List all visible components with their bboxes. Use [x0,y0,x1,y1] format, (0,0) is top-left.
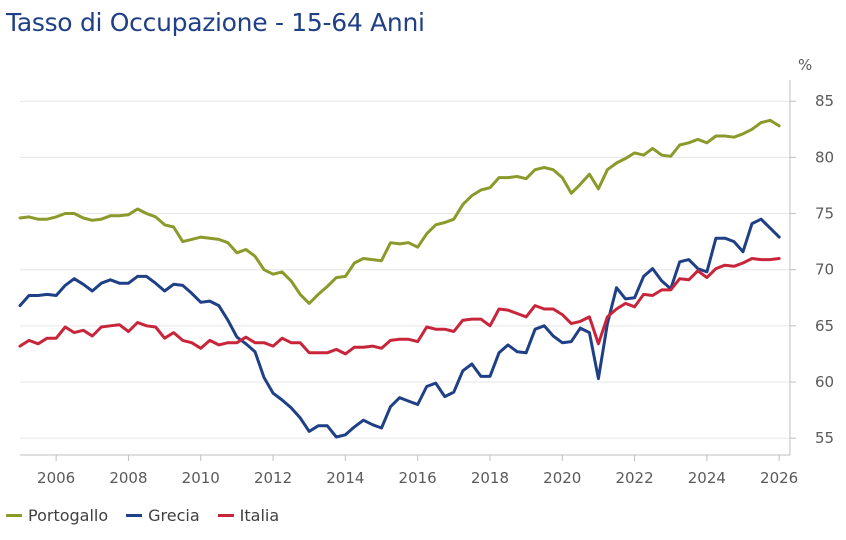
series-line-grecia [18,217,781,439]
y-tick-label-60: 60 [815,373,834,391]
y-axis-unit-label: % [798,56,812,74]
y-tick-label-85: 85 [815,92,834,110]
x-tick-label-2012: 2012 [254,469,292,487]
chart-title: Tasso di Occupazione - 15-64 Anni [6,8,425,37]
x-tick-label-2020: 2020 [543,469,581,487]
y-axis: 55 60 65 70 75 80 85 [789,80,834,455]
legend-label-italia: Italia [239,506,280,525]
series-lines [18,118,781,439]
x-tick-label-2018: 2018 [471,469,509,487]
x-tick-label-2010: 2010 [182,469,220,487]
legend-label-portogallo: Portogallo [28,506,109,525]
legend-label-grecia: Grecia [148,506,200,525]
x-tick-label-2024: 2024 [688,469,726,487]
y-tick-label-80: 80 [815,148,834,166]
y-tick-label-55: 55 [815,429,834,447]
x-tick-label-2014: 2014 [326,469,364,487]
x-tick-label-2006: 2006 [37,469,75,487]
x-tick-label-2016: 2016 [399,469,437,487]
series-line-italia [18,257,781,356]
x-tick-label-2022: 2022 [615,469,653,487]
legend-swatch-italia [217,514,234,517]
legend-swatch-grecia [126,514,143,517]
series-line-portogallo [18,118,781,305]
y-tick-label-65: 65 [815,317,834,335]
y-tick-label-75: 75 [815,205,834,223]
legend-swatch-portogallo [6,514,22,517]
x-tick-label-2026: 2026 [760,469,798,487]
legend-item-portogallo: Portogallo [6,506,108,525]
legend: Portogallo Grecia Italia [6,506,297,525]
x-axis: 2006 2008 2010 2012 2014 2016 2018 2020 2022 2024… [20,454,798,487]
line-chart: 2006 2008 2010 2012 2014 2016 2018 2020 2022 2024… [18,56,834,487]
x-tick-label-2008: 2008 [109,469,147,487]
legend-item-grecia: Grecia [126,506,200,525]
legend-item-italia: Italia [217,506,280,525]
y-tick-label-70: 70 [815,261,834,279]
